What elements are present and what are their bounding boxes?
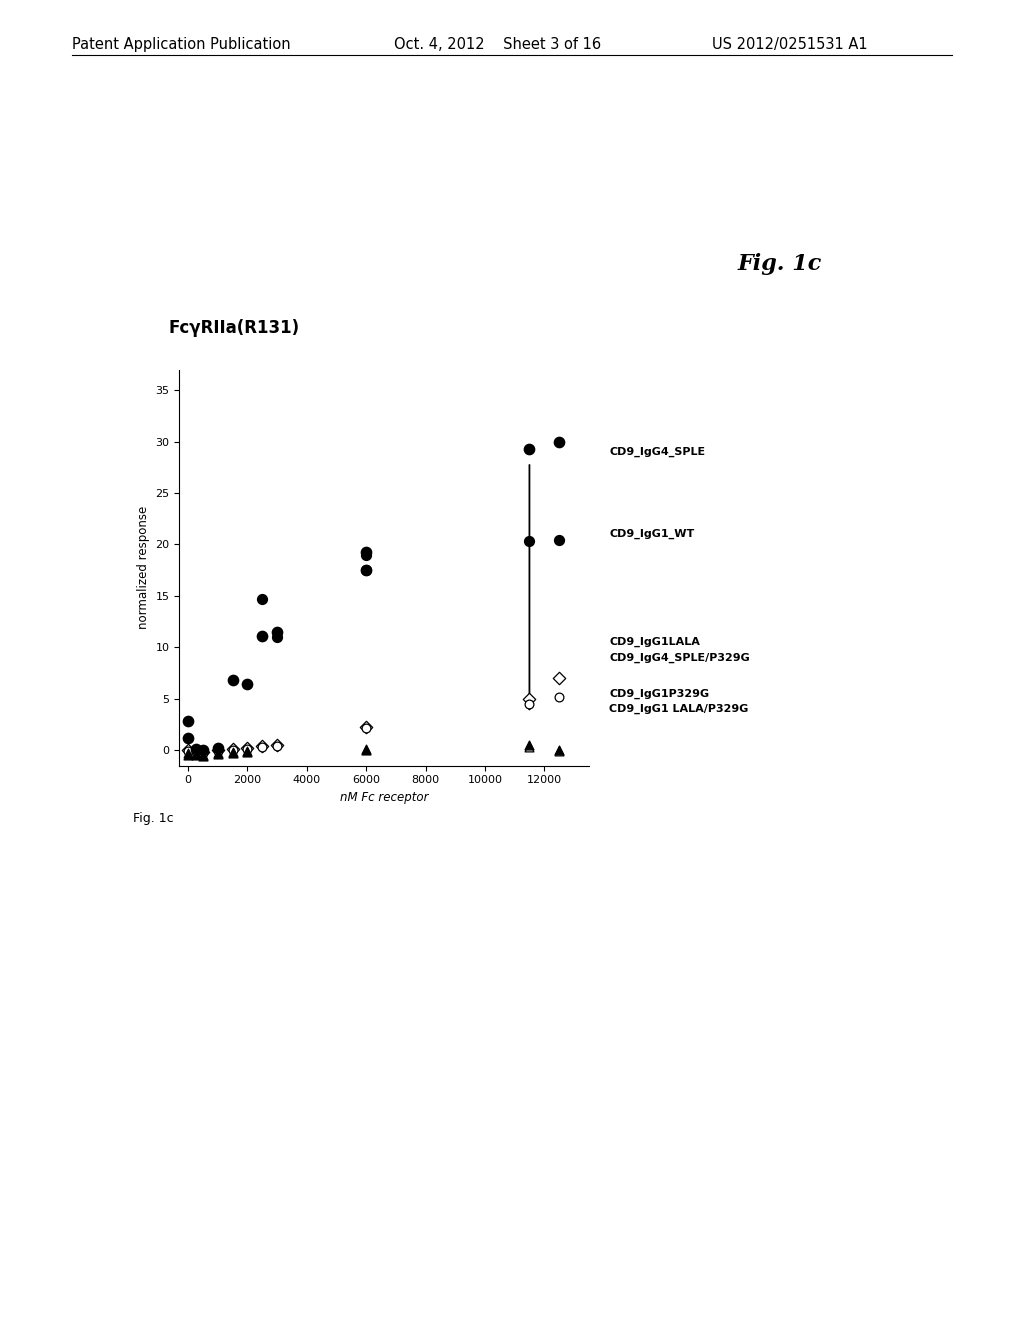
Point bbox=[240, 742, 256, 763]
Point bbox=[551, 686, 567, 708]
Point bbox=[358, 541, 375, 562]
Point bbox=[240, 741, 256, 762]
Point bbox=[254, 737, 270, 758]
Point bbox=[240, 739, 256, 760]
Point bbox=[358, 739, 375, 760]
Point bbox=[187, 741, 204, 762]
Point bbox=[551, 741, 567, 762]
X-axis label: nM Fc receptor: nM Fc receptor bbox=[340, 791, 428, 804]
Point bbox=[187, 739, 204, 760]
Point bbox=[210, 739, 226, 760]
Point bbox=[551, 739, 567, 760]
Text: US 2012/0251531 A1: US 2012/0251531 A1 bbox=[712, 37, 867, 51]
Point bbox=[358, 739, 375, 760]
Point bbox=[224, 739, 241, 760]
Point bbox=[180, 710, 197, 731]
Point bbox=[269, 735, 286, 756]
Point bbox=[358, 544, 375, 565]
Point bbox=[521, 438, 538, 459]
Point bbox=[269, 734, 286, 755]
Point bbox=[180, 727, 197, 748]
Point bbox=[187, 744, 204, 766]
Point bbox=[180, 743, 197, 764]
Point bbox=[180, 741, 197, 762]
Point bbox=[187, 743, 204, 764]
Point bbox=[551, 529, 567, 550]
Text: Fig. 1c: Fig. 1c bbox=[133, 812, 174, 825]
Text: CD9_IgG1 LALA/P329G: CD9_IgG1 LALA/P329G bbox=[609, 704, 749, 714]
Text: CD9_IgG4_SPLE: CD9_IgG4_SPLE bbox=[609, 446, 706, 457]
Point bbox=[180, 744, 197, 766]
Point bbox=[521, 734, 538, 755]
Point bbox=[224, 742, 241, 763]
Point bbox=[187, 742, 204, 763]
Point bbox=[269, 622, 286, 643]
Text: CD9_IgG1P329G: CD9_IgG1P329G bbox=[609, 689, 710, 698]
Point bbox=[358, 560, 375, 581]
Text: CD9_IgG1LALA: CD9_IgG1LALA bbox=[609, 638, 700, 647]
Y-axis label: normalized response: normalized response bbox=[137, 506, 150, 630]
Point bbox=[254, 626, 270, 647]
Point bbox=[224, 669, 241, 690]
Point bbox=[521, 688, 538, 709]
Text: Patent Application Publication: Patent Application Publication bbox=[72, 37, 291, 51]
Point bbox=[195, 742, 211, 763]
Point bbox=[195, 746, 211, 767]
Point bbox=[224, 743, 241, 764]
Point bbox=[195, 744, 211, 766]
Point bbox=[358, 560, 375, 581]
Point bbox=[210, 743, 226, 764]
Text: CD9_IgG1_WT: CD9_IgG1_WT bbox=[609, 529, 694, 540]
Text: Oct. 4, 2012    Sheet 3 of 16: Oct. 4, 2012 Sheet 3 of 16 bbox=[394, 37, 601, 51]
Text: CD9_IgG4_SPLE/P329G: CD9_IgG4_SPLE/P329G bbox=[609, 652, 750, 663]
Point bbox=[521, 693, 538, 714]
Point bbox=[254, 735, 270, 756]
Point bbox=[358, 715, 375, 737]
Point bbox=[210, 743, 226, 764]
Point bbox=[210, 741, 226, 762]
Point bbox=[180, 739, 197, 760]
Point bbox=[269, 627, 286, 648]
Point bbox=[240, 673, 256, 694]
Point bbox=[521, 531, 538, 552]
Point bbox=[210, 738, 226, 759]
Point bbox=[551, 432, 567, 453]
Point bbox=[551, 668, 567, 689]
Point bbox=[195, 743, 211, 764]
Point bbox=[521, 737, 538, 758]
Point bbox=[358, 717, 375, 738]
Point bbox=[240, 738, 256, 759]
Point bbox=[195, 739, 211, 760]
Point bbox=[254, 589, 270, 610]
Text: Fig. 1c: Fig. 1c bbox=[737, 253, 821, 275]
Point bbox=[224, 739, 241, 760]
Text: FcγRIIa(R131): FcγRIIa(R131) bbox=[169, 318, 300, 337]
